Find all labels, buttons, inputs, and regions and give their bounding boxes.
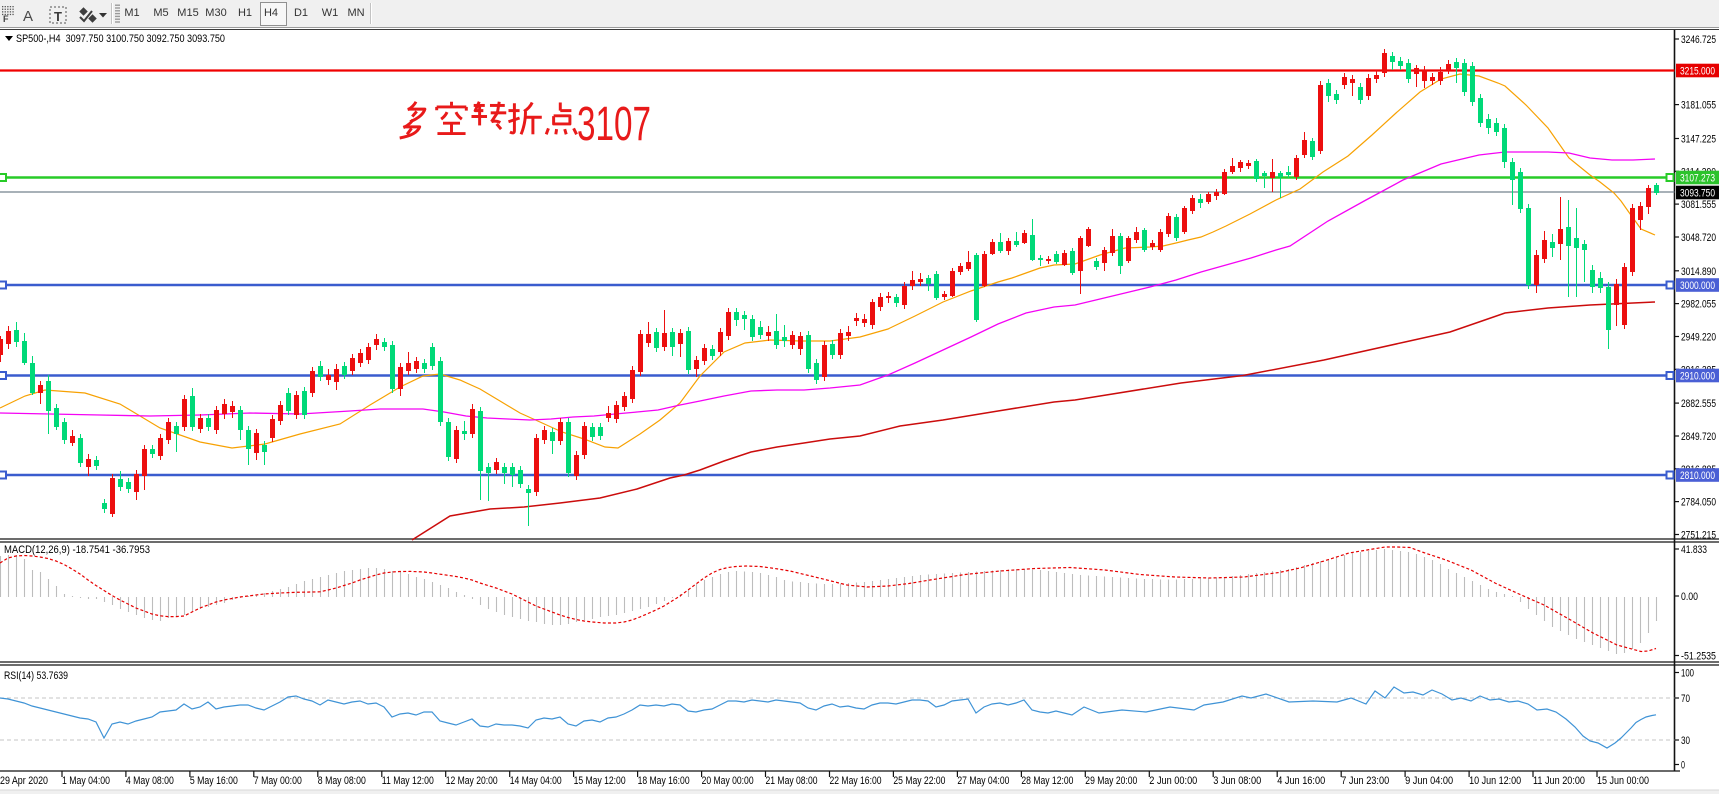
svg-text:70: 70	[1681, 693, 1690, 705]
svg-text:RSI(14) 53.7639: RSI(14) 53.7639	[4, 670, 68, 682]
svg-text:3093.750: 3093.750	[1680, 188, 1715, 200]
svg-text:A: A	[23, 8, 33, 25]
svg-text:2949.220: 2949.220	[1681, 332, 1716, 344]
svg-text:28 May 12:00: 28 May 12:00	[1021, 775, 1073, 787]
svg-text:18 May 16:00: 18 May 16:00	[638, 775, 690, 787]
svg-text:14 May 04:00: 14 May 04:00	[510, 775, 562, 787]
svg-text:0.00: 0.00	[1681, 591, 1698, 603]
svg-text:2810.000: 2810.000	[1680, 470, 1715, 482]
svg-text:20 May 00:00: 20 May 00:00	[702, 775, 754, 787]
svg-text:F: F	[3, 14, 9, 24]
svg-text:100: 100	[1681, 668, 1694, 680]
svg-text:3246.725: 3246.725	[1681, 34, 1716, 46]
svg-text:T: T	[54, 9, 62, 24]
svg-text:11 Jun 20:00: 11 Jun 20:00	[1533, 775, 1585, 787]
svg-text:22 May 16:00: 22 May 16:00	[830, 775, 882, 787]
svg-text:MACD(12,26,9) -18.7541 -36.795: MACD(12,26,9) -18.7541 -36.7953	[4, 544, 150, 556]
svg-text:29 Apr 2020: 29 Apr 2020	[0, 775, 48, 787]
svg-text:3014.890: 3014.890	[1681, 266, 1716, 278]
svg-text:1 May 04:00: 1 May 04:00	[62, 775, 110, 787]
svg-text:8 May 08:00: 8 May 08:00	[318, 775, 366, 787]
svg-text:7 May 00:00: 7 May 00:00	[254, 775, 302, 787]
svg-text:0: 0	[1681, 760, 1685, 772]
svg-text:41.833: 41.833	[1681, 544, 1707, 556]
svg-text:3048.720: 3048.720	[1681, 232, 1716, 244]
svg-text:SP500-,H4 3097.750 3100.750 3: SP500-,H4 3097.750 3100.750 3092.750 309…	[16, 33, 225, 45]
svg-text:2982.055: 2982.055	[1681, 299, 1716, 311]
svg-text:3107: 3107	[577, 98, 651, 151]
svg-text:2849.720: 2849.720	[1681, 431, 1716, 443]
svg-text:10 Jun 12:00: 10 Jun 12:00	[1469, 775, 1521, 787]
svg-text:15 May 12:00: 15 May 12:00	[574, 775, 626, 787]
svg-text:9 Jun 04:00: 9 Jun 04:00	[1405, 775, 1453, 787]
svg-text:21 May 08:00: 21 May 08:00	[766, 775, 818, 787]
svg-text:2784.050: 2784.050	[1681, 497, 1716, 509]
svg-text:3081.555: 3081.555	[1681, 199, 1716, 211]
svg-text:4 May 08:00: 4 May 08:00	[126, 775, 174, 787]
svg-text:3000.000: 3000.000	[1680, 280, 1715, 292]
svg-text:27 May 04:00: 27 May 04:00	[957, 775, 1009, 787]
svg-text:11 May 12:00: 11 May 12:00	[382, 775, 434, 787]
svg-text:-51.2535: -51.2535	[1681, 651, 1716, 663]
svg-text:2910.000: 2910.000	[1680, 371, 1715, 383]
svg-text:5 May 16:00: 5 May 16:00	[190, 775, 238, 787]
svg-text:2751.215: 2751.215	[1681, 530, 1716, 542]
svg-text:4 Jun 16:00: 4 Jun 16:00	[1277, 775, 1325, 787]
svg-text:7 Jun 23:00: 7 Jun 23:00	[1341, 775, 1389, 787]
svg-text:3 Jun 08:00: 3 Jun 08:00	[1213, 775, 1261, 787]
svg-text:3147.225: 3147.225	[1681, 134, 1716, 146]
svg-text:30: 30	[1681, 735, 1690, 747]
svg-text:3215.000: 3215.000	[1680, 66, 1715, 78]
svg-text:15 Jun 00:00: 15 Jun 00:00	[1597, 775, 1649, 787]
svg-text:12 May 20:00: 12 May 20:00	[446, 775, 498, 787]
svg-text:3181.055: 3181.055	[1681, 100, 1716, 112]
svg-text:3107.273: 3107.273	[1680, 173, 1715, 185]
svg-text:25 May 22:00: 25 May 22:00	[893, 775, 945, 787]
svg-text:2 Jun 00:00: 2 Jun 00:00	[1149, 775, 1197, 787]
svg-text:2882.555: 2882.555	[1681, 398, 1716, 410]
svg-text:29 May 20:00: 29 May 20:00	[1085, 775, 1137, 787]
